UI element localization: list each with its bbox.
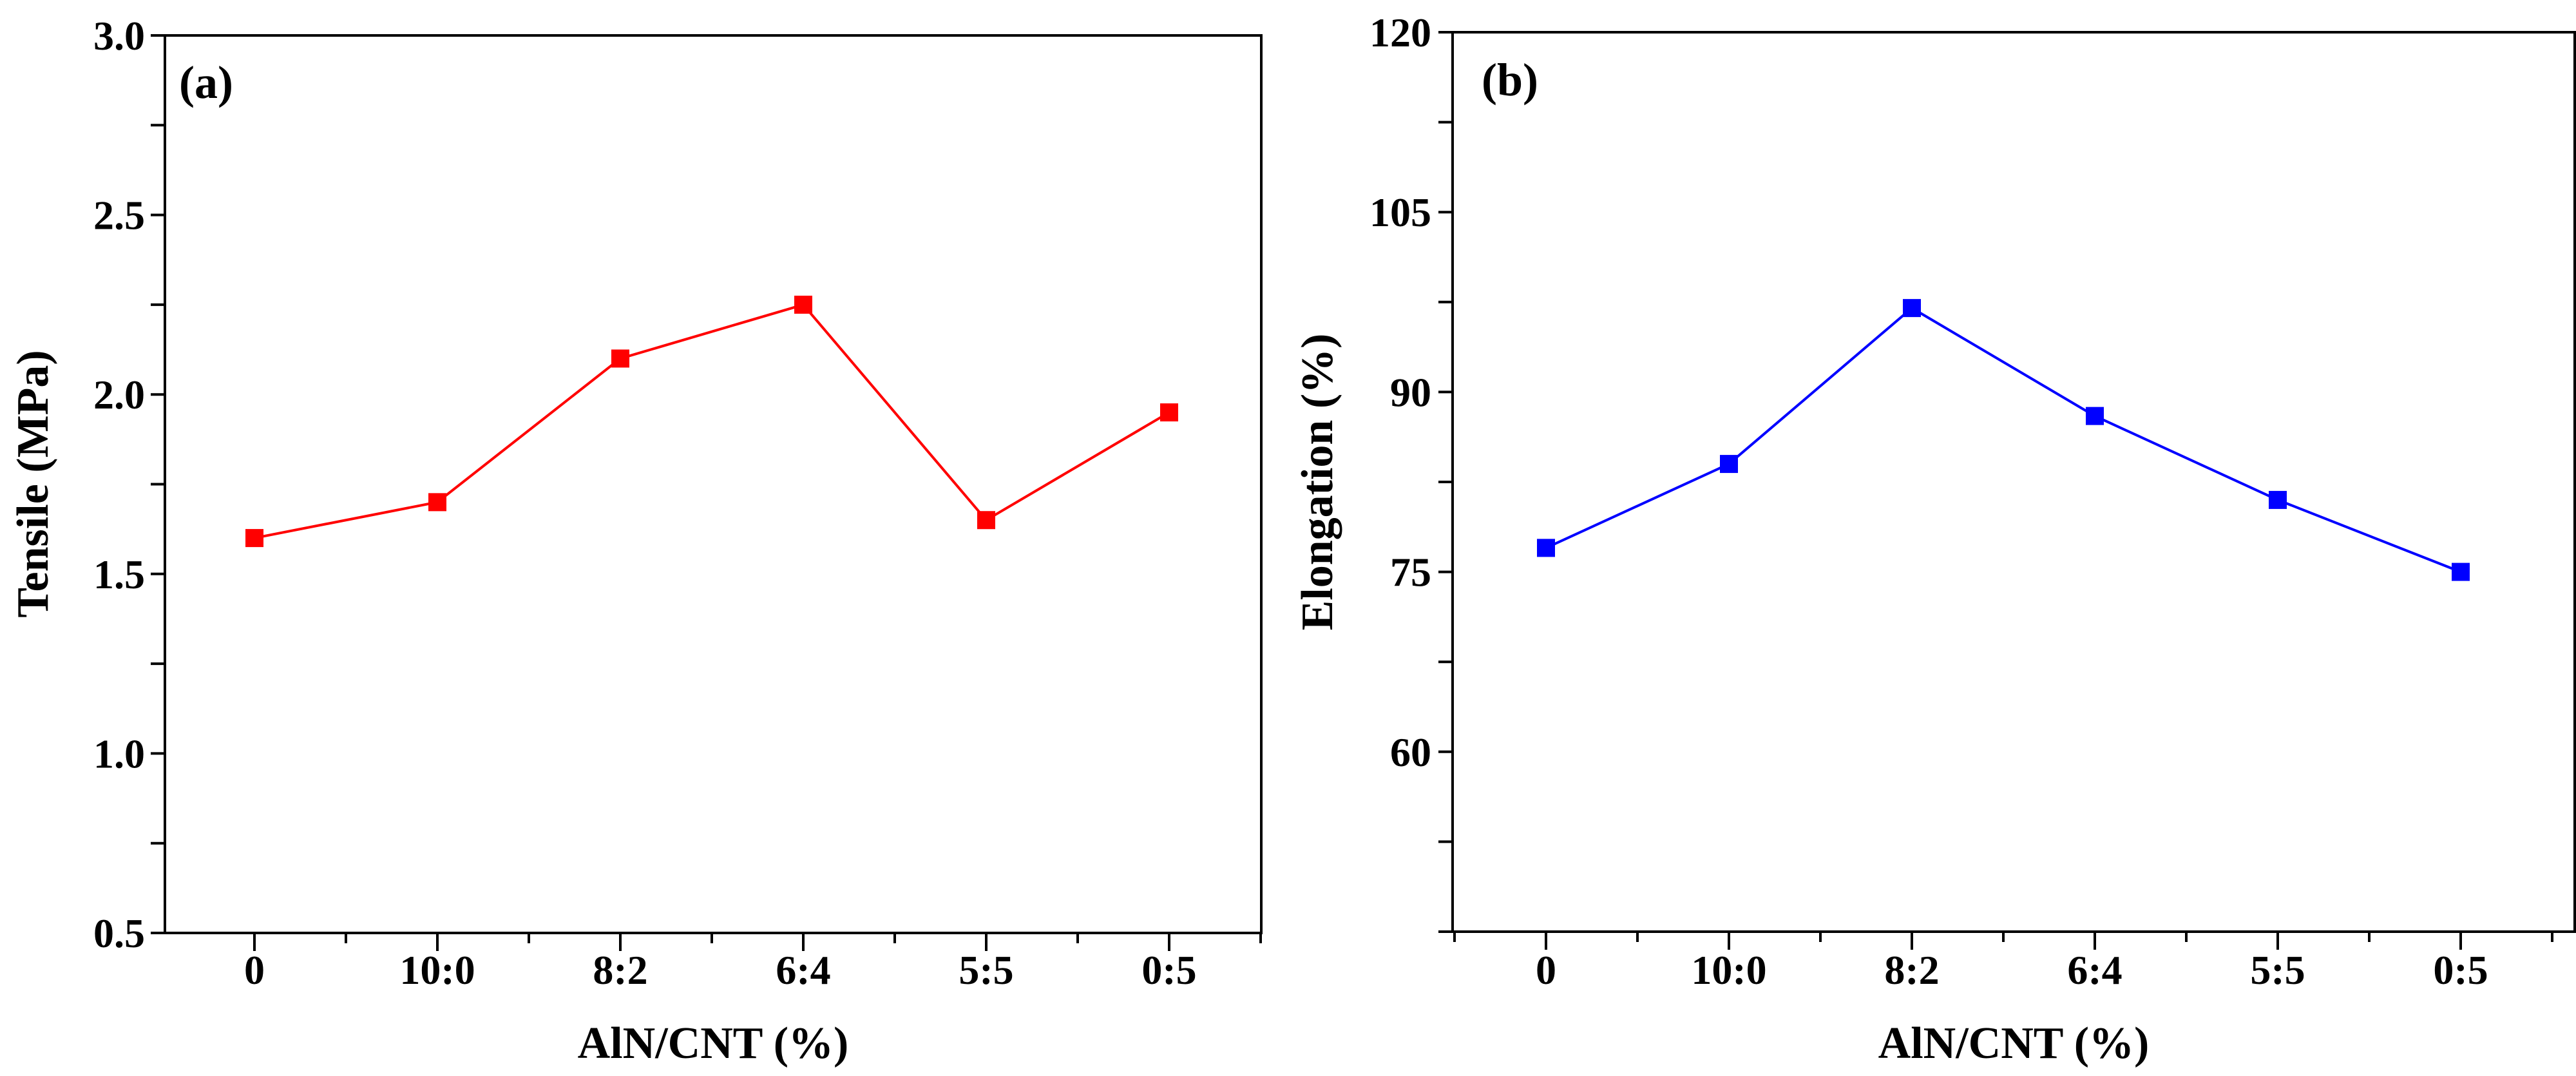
x-axis: 0 10:0 8:2 6:4 5:5 0:5 xyxy=(244,933,1262,993)
data-series xyxy=(1537,299,2470,581)
series-line xyxy=(254,303,1170,540)
x-tick-label: 8:2 xyxy=(593,947,647,993)
x-tick-label: 10:0 xyxy=(399,947,475,993)
x-tick-label: 0:5 xyxy=(2433,947,2488,993)
y-tick-label: 2.5 xyxy=(93,193,145,238)
elongation-chart: 60 75 90 105 120 0 10:0 8:2 6:4 5:5 0:5 (b) AlN/C… xyxy=(1293,10,2576,1068)
data-point xyxy=(611,349,629,368)
y-axis: 0.5 1.0 1.5 2.0 2.5 3.0 xyxy=(93,13,165,956)
data-point xyxy=(428,493,446,512)
x-tick-label: 6:4 xyxy=(2067,947,2122,993)
data-point xyxy=(1903,299,1921,318)
x-tick-label: 6:4 xyxy=(776,947,830,993)
x-tick-label: 5:5 xyxy=(959,947,1013,993)
y-tick-label: 105 xyxy=(1369,189,1431,235)
data-point xyxy=(977,511,995,530)
data-point xyxy=(794,295,812,314)
y-tick-label: 60 xyxy=(1390,729,1431,775)
data-point xyxy=(2452,562,2470,581)
x-tick-label: 5:5 xyxy=(2250,947,2305,993)
y-tick-label: 75 xyxy=(1390,550,1431,595)
x-axis-title: AlN/CNT (%) xyxy=(578,1019,849,1068)
tensile-chart: 0.5 1.0 1.5 2.0 2.5 3.0 0 10:0 8:2 6:4 5:5 0:5 (a)… xyxy=(8,13,1263,1068)
y-tick-label: 90 xyxy=(1390,369,1431,415)
data-point xyxy=(1160,403,1178,422)
y-tick-label: 2.0 xyxy=(93,372,145,418)
panel-label: (a) xyxy=(179,57,233,108)
y-axis-title: Elongation (%) xyxy=(1293,334,1342,631)
y-tick-label: 3.0 xyxy=(93,13,145,59)
x-tick-label: 0 xyxy=(1536,947,1556,993)
y-tick-label: 120 xyxy=(1369,10,1431,55)
y-tick-label: 1.5 xyxy=(93,552,145,597)
y-tick-label: 1.0 xyxy=(93,731,145,776)
data-point xyxy=(245,529,263,548)
x-axis-title: AlN/CNT (%) xyxy=(1878,1019,2150,1068)
data-point xyxy=(1720,455,1738,474)
data-point xyxy=(1537,539,1555,557)
series-line xyxy=(1545,306,2461,573)
panel-label: (b) xyxy=(1482,54,1538,106)
x-tick-label: 0 xyxy=(244,947,265,993)
x-tick-label: 10:0 xyxy=(1691,947,1766,993)
data-point xyxy=(2086,407,2104,425)
y-axis: 60 75 90 105 120 xyxy=(1369,10,1453,933)
x-tick-label: 8:2 xyxy=(1884,947,1939,993)
x-tick-label: 0:5 xyxy=(1141,947,1196,993)
y-tick-label: 0.5 xyxy=(93,910,145,956)
x-axis: 0 10:0 8:2 6:4 5:5 0:5 xyxy=(1453,932,2553,993)
data-point xyxy=(2269,490,2287,509)
y-axis-title: Tensile (MPa) xyxy=(8,350,58,617)
data-series xyxy=(245,295,1178,548)
